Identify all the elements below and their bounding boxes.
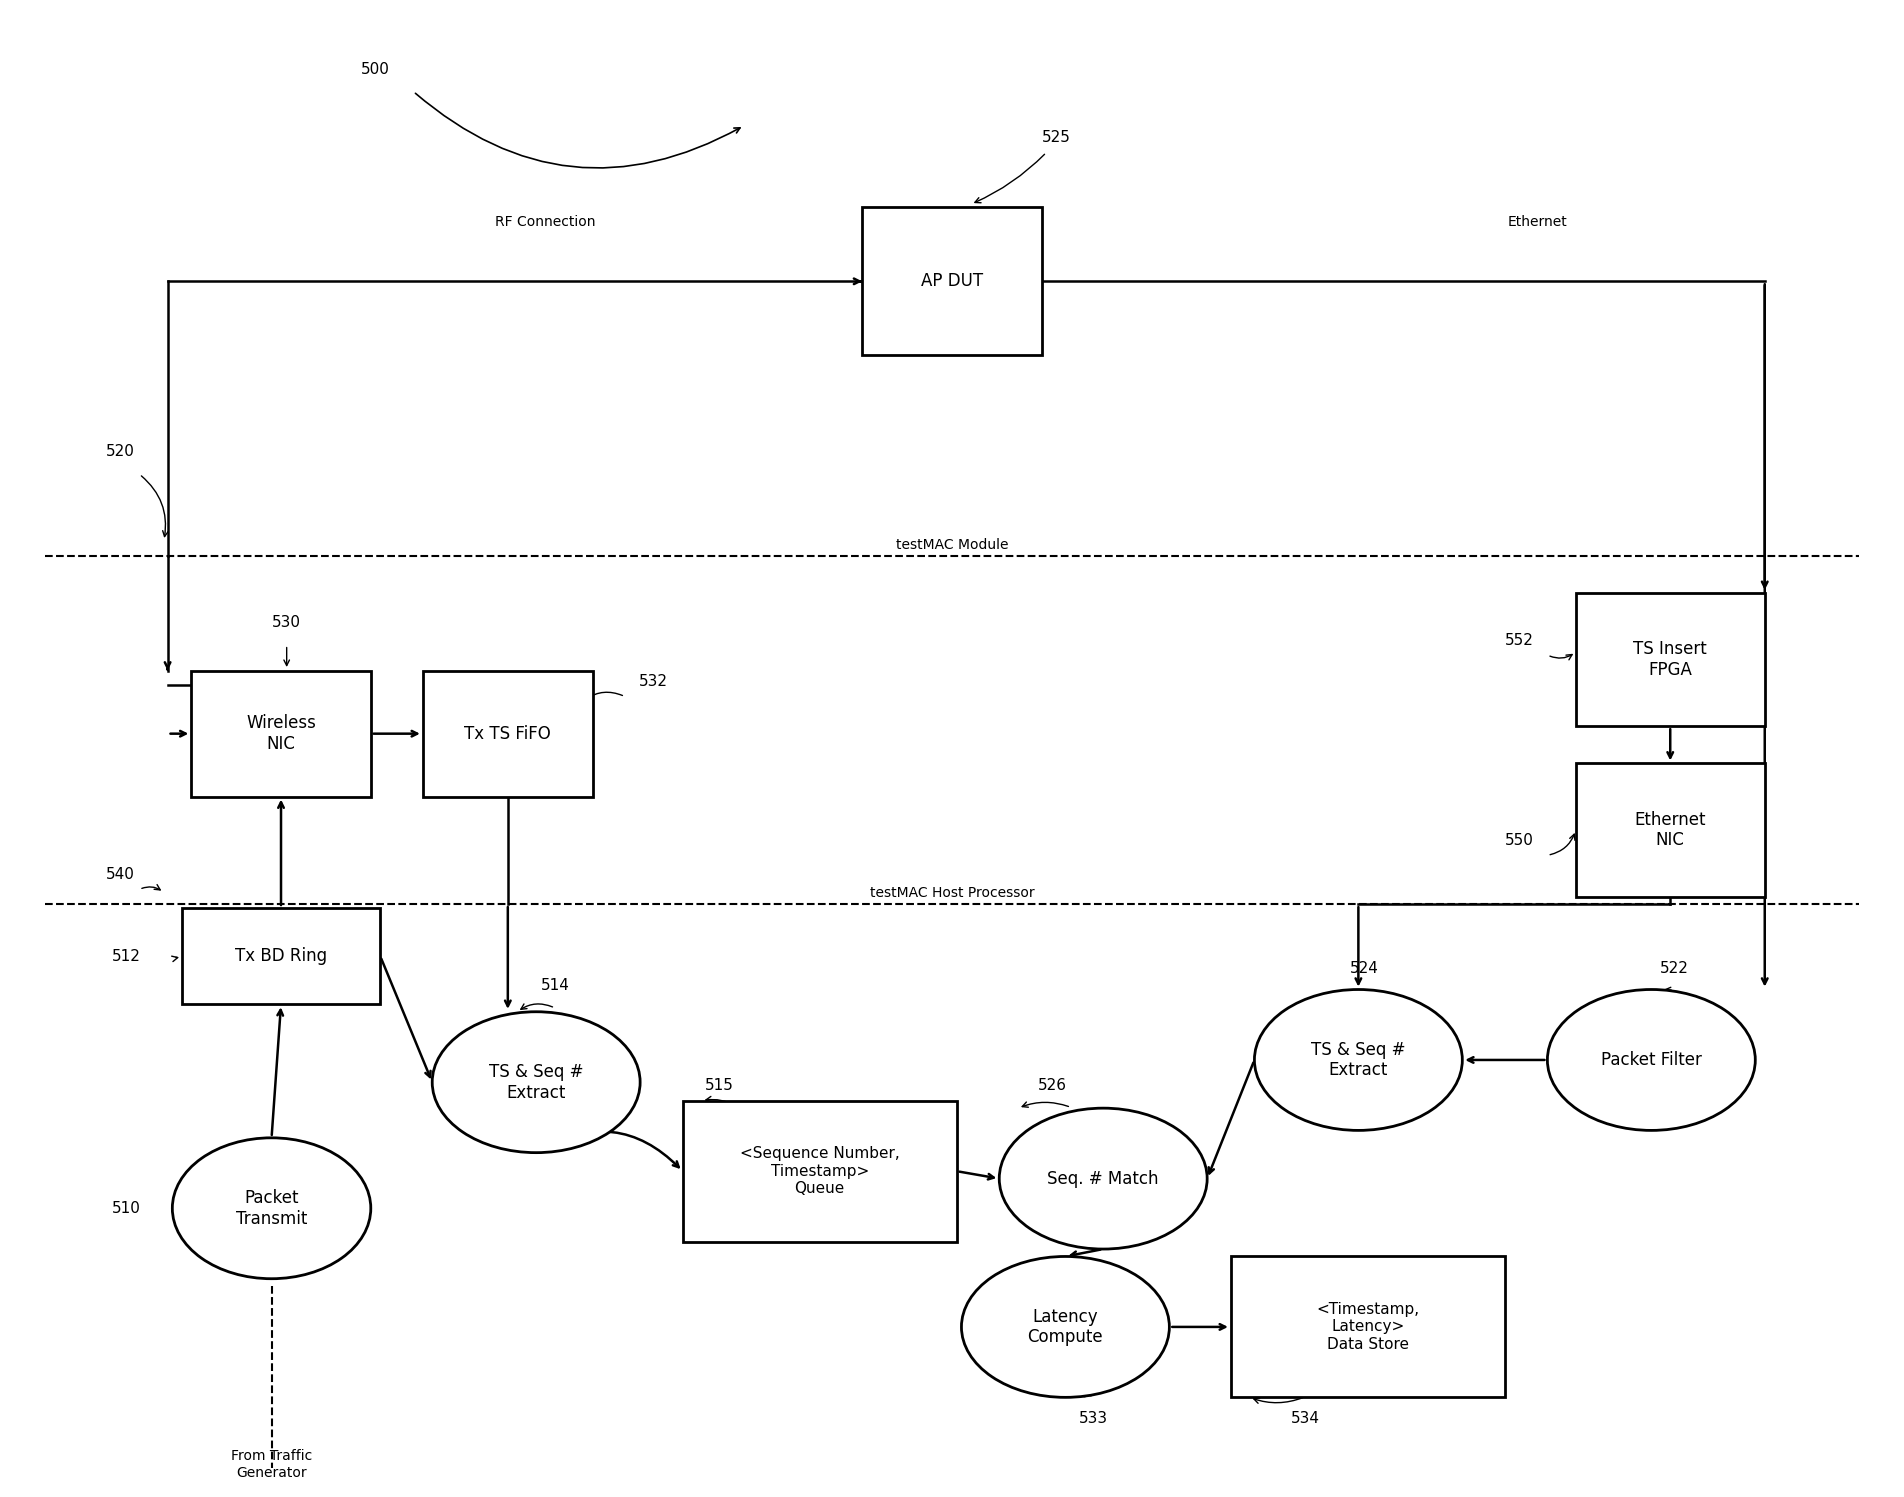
Text: 533: 533 xyxy=(1080,1412,1108,1427)
Ellipse shape xyxy=(1548,990,1755,1130)
Text: Ethernet
NIC: Ethernet NIC xyxy=(1634,811,1706,849)
Text: 526: 526 xyxy=(1038,1078,1066,1093)
Text: Seq. # Match: Seq. # Match xyxy=(1047,1169,1160,1187)
Text: 524: 524 xyxy=(1350,961,1378,976)
FancyBboxPatch shape xyxy=(1577,763,1765,897)
Text: Latency
Compute: Latency Compute xyxy=(1028,1307,1102,1346)
Text: Ethernet: Ethernet xyxy=(1508,216,1567,229)
Text: From Traffic
Generator: From Traffic Generator xyxy=(230,1449,312,1479)
FancyBboxPatch shape xyxy=(190,671,371,796)
Text: 515: 515 xyxy=(704,1078,733,1093)
Ellipse shape xyxy=(1000,1108,1207,1248)
Text: 525: 525 xyxy=(1041,130,1070,145)
Text: 512: 512 xyxy=(112,949,141,964)
Text: <Sequence Number,
Timestamp>
Queue: <Sequence Number, Timestamp> Queue xyxy=(741,1147,899,1196)
Ellipse shape xyxy=(962,1256,1169,1397)
Text: 534: 534 xyxy=(1291,1412,1319,1427)
Ellipse shape xyxy=(432,1012,640,1153)
Text: testMAC Host Processor: testMAC Host Processor xyxy=(870,886,1034,900)
FancyBboxPatch shape xyxy=(684,1100,956,1241)
FancyBboxPatch shape xyxy=(1577,593,1765,726)
Text: AP DUT: AP DUT xyxy=(922,272,982,290)
Text: Tx TS FiFO: Tx TS FiFO xyxy=(465,725,550,743)
FancyBboxPatch shape xyxy=(423,671,592,796)
Ellipse shape xyxy=(1255,990,1462,1130)
Text: Packet Filter: Packet Filter xyxy=(1601,1051,1702,1069)
Text: TS Insert
FPGA: TS Insert FPGA xyxy=(1634,641,1708,680)
Text: TS & Seq #
Extract: TS & Seq # Extract xyxy=(1312,1040,1405,1079)
Text: Tx BD Ring: Tx BD Ring xyxy=(234,948,327,966)
Text: 514: 514 xyxy=(541,979,569,994)
Text: 552: 552 xyxy=(1504,633,1533,648)
Text: 540: 540 xyxy=(107,867,135,882)
FancyBboxPatch shape xyxy=(1230,1256,1504,1397)
FancyBboxPatch shape xyxy=(863,207,1041,355)
Text: 522: 522 xyxy=(1660,961,1689,976)
Text: RF Connection: RF Connection xyxy=(495,216,596,229)
Text: 532: 532 xyxy=(640,674,668,689)
Text: Packet
Transmit: Packet Transmit xyxy=(236,1189,307,1228)
Text: 510: 510 xyxy=(112,1201,141,1216)
Text: Wireless
NIC: Wireless NIC xyxy=(246,714,316,753)
Text: 500: 500 xyxy=(362,61,390,76)
Text: 530: 530 xyxy=(272,615,301,630)
Text: testMAC Module: testMAC Module xyxy=(895,537,1009,552)
Ellipse shape xyxy=(173,1138,371,1278)
Text: 550: 550 xyxy=(1504,832,1533,847)
Text: TS & Seq #
Extract: TS & Seq # Extract xyxy=(489,1063,583,1102)
Text: <Timestamp,
Latency>
Data Store: <Timestamp, Latency> Data Store xyxy=(1316,1302,1418,1352)
FancyBboxPatch shape xyxy=(181,909,381,1004)
Text: 520: 520 xyxy=(107,445,135,460)
